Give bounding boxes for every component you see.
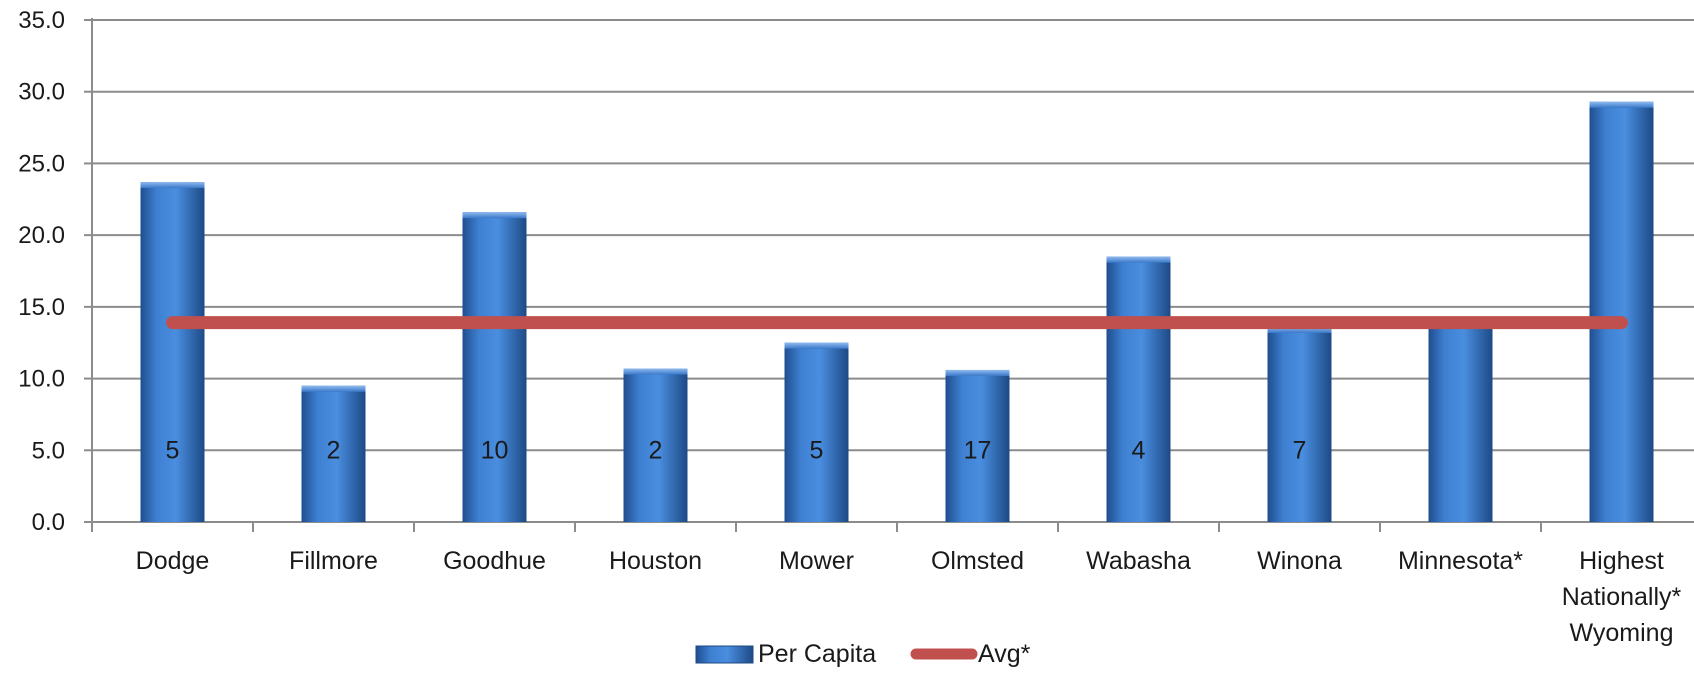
y-tick-label: 15.0 [18,294,65,321]
bar [945,369,1010,522]
x-tick-label: Olmsted [931,547,1024,575]
data-label: 5 [166,436,180,464]
data-label: 5 [810,436,824,464]
bar-top-highlight [1267,326,1332,333]
bar [784,342,849,522]
x-tick-label: Mower [779,547,854,575]
y-tick-label: 5.0 [32,437,65,464]
bar-top-highlight [623,368,688,375]
bar [1106,256,1171,522]
bar [140,182,205,522]
legend-label-bar: Per Capita [758,640,876,668]
bar [1267,326,1332,522]
legend-swatch-bar [695,645,754,664]
y-tick-label: 20.0 [18,222,65,249]
data-label: 7 [1293,436,1307,464]
bar-top-highlight [945,369,1010,376]
data-label: 4 [1132,436,1146,464]
bar [623,368,688,522]
x-tick-label: Minnesota* [1398,547,1523,575]
data-labels: 5 2 10 2 5 17 4 7 [166,436,1307,464]
x-tick-label: Wabasha [1086,547,1191,575]
x-tick-label: Dodge [136,547,210,575]
data-label: 10 [481,436,509,464]
bars [140,101,1654,523]
x-tick-label: Winona [1257,547,1342,575]
x-tick-label: Houston [609,547,702,575]
data-label: 17 [964,436,992,464]
y-tick-label: 10.0 [18,366,65,393]
bar [1589,101,1654,523]
x-tick-label: Highest Nationally* Wyoming [1562,547,1682,647]
bar-top-highlight [140,182,205,189]
x-tick-label: Fillmore [289,547,378,575]
data-label: 2 [649,436,663,464]
bar [462,212,527,523]
bar-top-highlight [1106,256,1171,263]
gridlines [92,19,1694,452]
data-label: 2 [327,436,341,464]
bar-top-highlight [784,342,849,349]
y-tick-label: 0.0 [32,509,65,536]
x-tick-label: Goodhue [443,547,546,575]
bar-top-highlight [301,385,366,392]
bar-top-highlight [1589,101,1654,108]
y-tick-label: 25.0 [18,150,65,177]
axes: 0.0 5.0 10.0 15.0 20.0 25.0 30.0 35.0 Dodge Fillm… [18,7,1694,647]
legend-label-line: Avg* [978,640,1031,668]
legend: Per Capita Avg* [695,640,1031,668]
bar-top-highlight [462,212,527,219]
y-tick-label: 35.0 [18,7,65,34]
bar [1428,322,1493,522]
bar [301,385,366,522]
y-tick-label: 30.0 [18,79,65,106]
